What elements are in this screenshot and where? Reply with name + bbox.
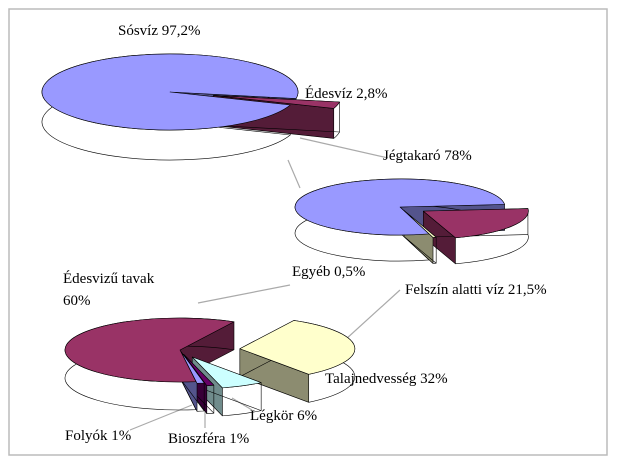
pie [64, 317, 356, 417]
slice-value: 60% [63, 293, 91, 309]
slice-name: Bioszféra [168, 431, 226, 447]
slice-name: Folyók [65, 428, 108, 444]
slice-value: 32% [420, 371, 448, 387]
slice-label: Bioszféra 1% [168, 431, 249, 447]
slice [239, 320, 356, 375]
leader-line [129, 404, 193, 431]
slice-value: 6% [297, 408, 317, 424]
slice [41, 53, 299, 131]
connector [197, 284, 291, 304]
slice-name: Jégtakaró [383, 148, 440, 164]
slice-label: Édesvíz 2,8% [305, 85, 387, 102]
slice [213, 95, 340, 109]
slice-label: Talajnedvesség 32% [325, 371, 448, 387]
slice [423, 208, 529, 239]
slice-label: Jégtakaró 78% [383, 148, 472, 164]
slice-label: Folyók 1% [65, 428, 131, 444]
leader-line [231, 397, 253, 411]
slice-value: 0,5% [334, 264, 365, 280]
slice-label: Légkör 6% [250, 408, 317, 424]
slice-name: Légkör [250, 408, 293, 424]
slice [180, 351, 205, 384]
slice-label: Egyéb 0,5% [292, 264, 365, 280]
slice-name: Édesvizű tavak [63, 270, 155, 287]
slice [64, 317, 235, 383]
slice-value: 2,8% [356, 86, 387, 102]
slice-value: 97,2% [162, 23, 201, 39]
slice [183, 354, 215, 386]
slice-value: 21,5% [508, 282, 547, 298]
pie [294, 178, 529, 265]
slice [294, 178, 505, 236]
connector [299, 137, 389, 159]
slice-value: 1% [111, 428, 131, 444]
slice-value: 78% [444, 148, 472, 164]
slice-name: Édesvíz [305, 85, 353, 102]
slice-name: Talajnedvesség [325, 371, 417, 387]
slice-label: Felszín alatti víz 21,5% [405, 282, 547, 298]
slice [191, 356, 262, 389]
slice-value: 1% [229, 431, 249, 447]
connector [287, 159, 301, 189]
slice-name: Egyéb [292, 264, 330, 280]
slice-label: Édesvizű tavak 60% [63, 270, 155, 309]
slice [403, 210, 437, 238]
slice-label: Sósvíz 97,2% [118, 23, 201, 39]
slice-name: Felszín alatti víz [405, 282, 504, 298]
slice-name: Sósvíz [118, 23, 158, 39]
pie [41, 53, 340, 161]
